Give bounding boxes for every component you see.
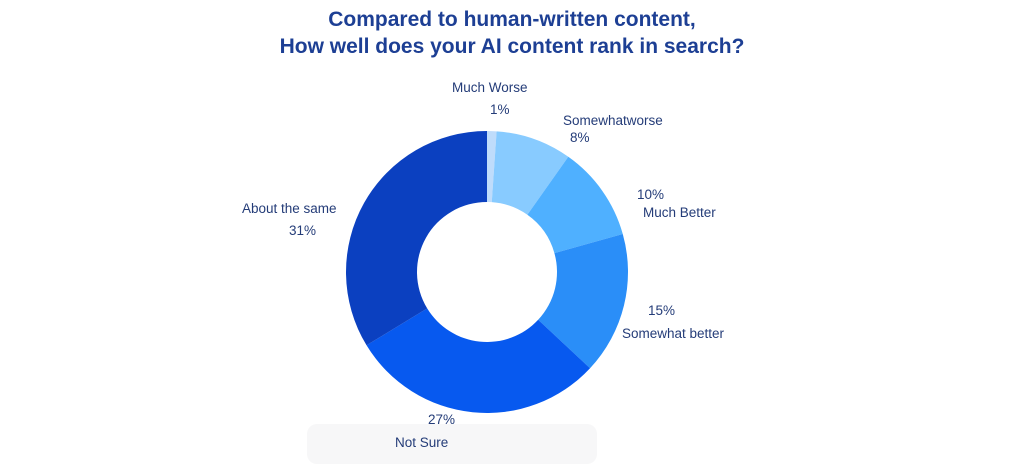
label-somewhat-worse: Somewhatworse [563, 113, 663, 128]
label-about-the-same: About the same [242, 201, 337, 216]
chart-title: Compared to human-written content, How w… [0, 6, 1024, 60]
slice-much-better [527, 156, 623, 254]
label-not-sure: Not Sure [395, 435, 449, 450]
slice-somewhat-better [538, 233, 629, 369]
label-somewhat-better: Somewhat better [622, 326, 725, 341]
value-not-sure: 27% [428, 412, 456, 427]
chart-title-line-2: How well does your AI content rank in se… [279, 35, 745, 58]
chart-title-line-1: Compared to human-written content, [328, 8, 696, 31]
value-much-better: 10% [637, 187, 665, 202]
slice-about-the-same [346, 131, 487, 346]
slice-somewhatworse [491, 131, 569, 215]
label-much-worse: Much Worse [452, 80, 528, 95]
value-about-the-same: 31% [289, 223, 317, 238]
value-much-worse: 1% [490, 102, 510, 117]
value-somewhat-better: 15% [648, 303, 676, 318]
label-much-better: Much Better [643, 205, 716, 220]
slice-much-worse [487, 131, 497, 203]
value-somewhat-worse: 8% [570, 130, 590, 145]
donut-chart [346, 131, 629, 413]
slice-not-sure [366, 308, 591, 413]
